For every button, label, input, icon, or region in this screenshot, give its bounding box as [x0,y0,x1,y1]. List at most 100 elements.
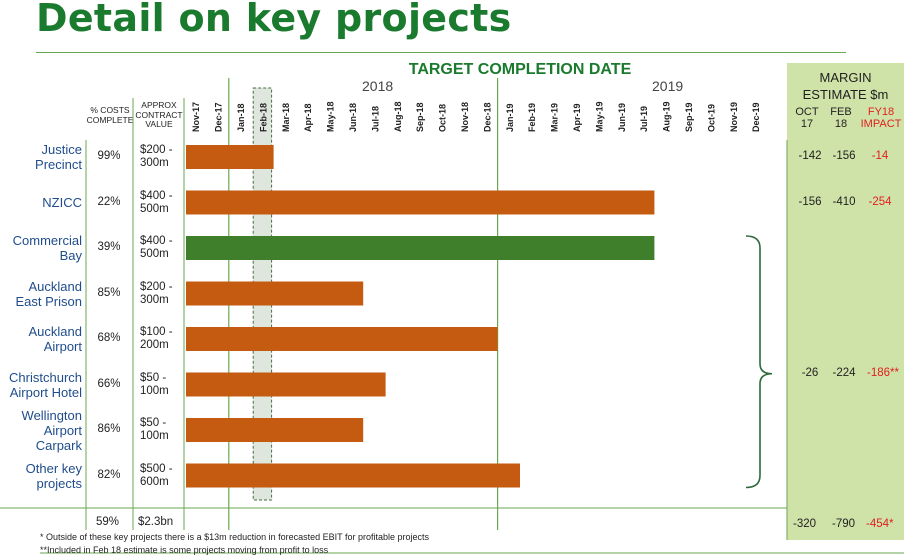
total-value: $2.3bn [138,516,174,528]
project-value-line: 100m [140,384,169,397]
project-name-line: Christchurch [9,369,82,385]
month-tick-label: Dec-18 [482,102,492,132]
project-pct-complete: 99% [97,150,121,162]
month-tick-label: Sep-19 [684,102,694,132]
project-bar [186,145,274,169]
project-name-line: NZICC [42,195,82,210]
project-bar [186,372,386,397]
margin-oct17-value: -142 [798,150,822,162]
total-impact: -454* [866,518,894,530]
page-title: Detail on key projects [36,0,512,40]
project-name-line: Airport Hotel [9,384,82,400]
project-bar [186,418,364,442]
margin-header-line: MARGIN [819,70,872,85]
month-tick-label: Feb-18 [258,103,268,132]
month-tick-label: Sep-18 [415,102,425,132]
project-name: Auckland Airport [0,324,82,354]
oct17-header-line: OCT [795,106,819,118]
project-contract-value: $50 -100m [140,417,184,443]
fy18-impact-header: FY18 IMPACT [856,106,906,130]
month-tick-label: Jul-19 [639,106,649,132]
project-pct-complete: 68% [97,332,121,344]
project-value-line: 600m [140,475,169,488]
project-bar [186,463,520,488]
project-pct-complete: 82% [97,468,121,481]
project-name: Justice Precinct [0,142,82,172]
month-tick-label: Dec-19 [751,102,761,132]
month-tick-label: Feb-19 [527,103,537,132]
month-tick-label: Jan-18 [236,103,246,132]
chart-title: TARGET COMPLETION DATE [408,61,632,78]
project-bar [186,190,655,215]
margin-estimate-header: MARGIN ESTIMATE $m [787,69,904,103]
project-name-line: Justice [41,142,82,157]
value-header-line: VALUE [145,119,173,129]
month-tick-label: Jul-18 [370,106,380,132]
year-label-2018: 2018 [362,78,394,94]
month-tick-label: Jun-19 [617,103,627,132]
pct-header-line: % COSTS [90,105,130,115]
project-value-line: $50 - [140,417,167,429]
month-tick-label: Apr-19 [572,103,582,132]
month-tick-label: Jan-19 [505,103,515,132]
project-value-line: $200 - [140,144,173,156]
project-bar [186,281,364,306]
margin-estimate-panel [787,63,904,540]
project-name-line: Wellington [21,407,82,423]
project-contract-value: $400 -500m [140,190,184,216]
project-name-line: Auckland [28,278,82,294]
group-margin-impact-value: -186** [867,366,899,379]
project-value-line: 200m [140,339,169,351]
project-name-line: Airport [43,339,82,354]
project-pct-complete: 39% [97,241,121,253]
project-contract-value: $200 -300m [140,281,184,307]
project-name-line: Carpark [35,437,82,453]
project-name: Christchurch Airport Hotel [0,370,82,400]
month-tick-label: Oct-19 [706,104,716,132]
group-margin-feb18-value: -224 [832,366,856,379]
footnote-1: * Outside of these key projects there is… [40,532,430,542]
oct17-header: OCT 17 [790,106,824,130]
month-tick-label: Mar-19 [550,103,560,132]
project-value-line: $400 - [140,235,173,247]
project-bar [186,236,655,260]
project-pct-complete: 85% [97,286,121,299]
oct17-header-line: 17 [800,118,814,130]
month-tick-label: May-18 [326,101,336,132]
fy18-impact-header-line: FY18 [867,106,895,118]
margin-oct17-value: -156 [798,195,822,208]
project-pct-complete: 66% [97,377,121,390]
month-tick-label: Apr-18 [303,103,313,132]
group-brace [745,235,773,489]
pct-complete-header: % COSTS COMPLETE [86,105,134,125]
project-name-line: East Prison [15,293,82,309]
project-name: Commercial Bay [0,233,82,263]
footnote-2: **Included in Feb 18 estimate is some pr… [40,545,329,555]
project-name-line: Auckland [28,324,82,339]
project-name: Wellington Airport Carpark [0,408,82,453]
total-oct17: -320 [793,518,817,530]
project-value-line: $500 - [140,462,173,475]
project-value-line: $100 - [140,326,173,338]
project-contract-value: $100 -200m [140,326,184,352]
project-pct-complete: 86% [97,423,121,435]
feb18-header-line: 18 [834,118,848,130]
month-tick-label: Nov-18 [460,102,470,132]
project-contract-value: $50 -100m [140,372,184,398]
margin-header-line: ESTIMATE $m [802,87,889,102]
feb18-header-line: FEB [830,106,852,118]
year-label-2019: 2019 [652,78,684,94]
project-name-line: Other key [25,460,82,476]
project-value-line: 500m [140,248,169,260]
project-name-line: projects [36,475,82,491]
month-tick-label: Nov-17 [191,102,201,132]
project-pct-complete: 22% [97,195,121,208]
project-name: Other key projects [0,461,82,491]
project-contract-value: $200 -300m [140,144,184,170]
month-tick-label: Aug-19 [662,101,672,132]
project-name-line: Bay [59,248,82,263]
fy18-impact-header-line: IMPACT [860,118,902,130]
value-header-line: CONTRACT [135,109,183,120]
group-margin-oct17-value: -26 [801,366,819,379]
